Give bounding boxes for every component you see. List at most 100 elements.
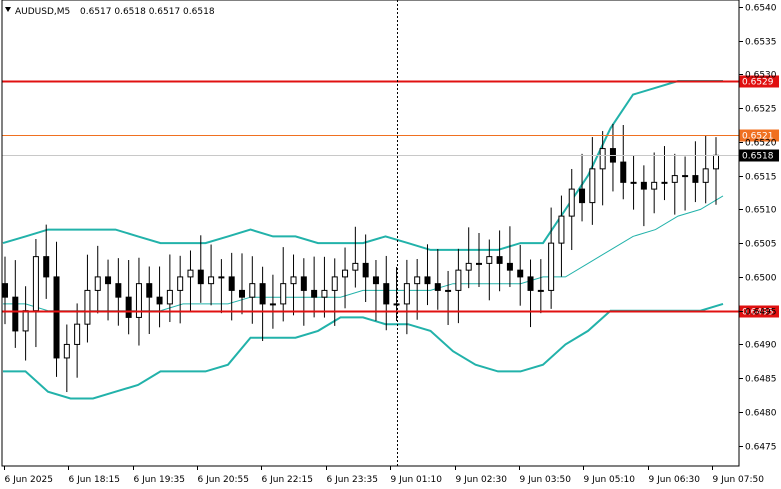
x-tick-label: 9 Jun 07:50 <box>713 475 765 485</box>
candle <box>2 256 8 325</box>
y-tick-label: 0.6540 <box>745 4 777 14</box>
candle-body <box>393 303 400 306</box>
x-tick-label: 9 Jun 02:30 <box>456 475 508 485</box>
candle-body <box>156 296 163 305</box>
candle <box>321 256 328 318</box>
candle <box>197 235 204 303</box>
candle <box>12 260 19 348</box>
candle-body <box>671 175 678 183</box>
candle-body <box>280 283 287 305</box>
candle-body <box>166 289 173 305</box>
candle-body <box>74 323 81 345</box>
candle-body <box>352 262 359 271</box>
candle <box>383 255 390 331</box>
candle <box>589 137 596 225</box>
current-price-label: 0.6518 <box>742 152 774 162</box>
collapse-arrow-icon[interactable] <box>5 7 11 12</box>
candle-body <box>22 310 29 332</box>
candle-body <box>579 188 586 204</box>
candle <box>84 254 91 343</box>
candle-body <box>94 276 101 291</box>
candle-body <box>465 262 472 271</box>
candle-body <box>372 276 379 285</box>
x-tick-label: 6 Jun 19:35 <box>134 475 185 485</box>
candle <box>187 250 194 312</box>
plot-frame <box>1 0 740 467</box>
candle-body <box>187 269 194 278</box>
candle <box>682 156 689 211</box>
level-price-label: 0.6495 <box>742 308 774 318</box>
candle <box>311 256 318 318</box>
y-tick-label: 0.6500 <box>745 274 777 284</box>
candle-body <box>311 289 318 298</box>
candle-body <box>496 256 503 264</box>
candle <box>486 239 493 301</box>
candle <box>177 255 184 324</box>
candle-body <box>630 181 637 184</box>
candle <box>620 124 627 200</box>
candle <box>43 224 50 299</box>
candle-body <box>506 262 513 271</box>
candle <box>496 230 503 292</box>
y-tick-label: 0.6490 <box>745 341 777 351</box>
candle-body <box>259 283 266 305</box>
level-price-box <box>739 305 779 318</box>
current-price-box <box>739 149 779 162</box>
candle-body <box>208 276 215 285</box>
bollinger-lower <box>3 302 724 400</box>
candle-body <box>12 296 19 332</box>
candle-body <box>105 276 112 285</box>
candle-body <box>249 283 256 298</box>
x-tick-label: 6 Jun 18:15 <box>69 475 120 485</box>
candle-body <box>414 276 421 285</box>
candle <box>290 254 297 316</box>
symbol-label: AUDUSD,M5 <box>15 7 70 17</box>
candle <box>424 244 431 306</box>
level-price-label: 0.6521 <box>742 132 774 142</box>
x-tick-label: 9 Jun 03:50 <box>520 475 572 485</box>
candle-body <box>63 343 70 359</box>
candle <box>465 227 472 289</box>
candle-body <box>640 181 647 190</box>
candle <box>280 247 287 322</box>
candle-body <box>692 175 699 183</box>
candle-body <box>682 175 689 178</box>
candle <box>609 123 616 192</box>
candle-body <box>424 276 431 285</box>
x-tick-label: 9 Jun 05:10 <box>584 475 636 485</box>
candle-body <box>517 269 524 278</box>
candle-body <box>455 269 462 291</box>
candle-body <box>362 262 369 278</box>
candle-body <box>527 276 534 291</box>
candle <box>506 226 513 288</box>
candles <box>2 123 719 393</box>
y-tick-label: 0.6505 <box>745 240 777 250</box>
candle <box>94 245 101 314</box>
candle <box>239 253 245 315</box>
candle <box>63 324 70 393</box>
candle <box>537 259 544 314</box>
x-tick-label: 6 Jun 2025 <box>5 475 53 485</box>
candle-body <box>383 283 390 305</box>
x-tick-label: 6 Jun 23:35 <box>327 475 378 485</box>
candle-body <box>651 181 658 190</box>
candle-body <box>445 289 452 292</box>
candle <box>630 155 637 210</box>
bollinger-bands <box>2 80 724 400</box>
candle-body <box>620 161 627 183</box>
candle <box>249 256 256 324</box>
candle-body <box>197 269 204 285</box>
candle-body <box>228 276 235 291</box>
candle <box>125 260 132 335</box>
ohlc-label: 0.6517 0.6518 0.6517 0.6518 <box>80 7 215 17</box>
candle <box>517 244 524 306</box>
y-tick-label: 0.6520 <box>745 139 777 149</box>
x-tick-label: 6 Jun 20:55 <box>198 475 249 485</box>
candle <box>579 153 586 222</box>
candle-body <box>135 283 142 318</box>
candle-body <box>32 256 39 312</box>
candle <box>269 274 276 329</box>
candle <box>414 258 421 320</box>
candle <box>692 141 699 203</box>
